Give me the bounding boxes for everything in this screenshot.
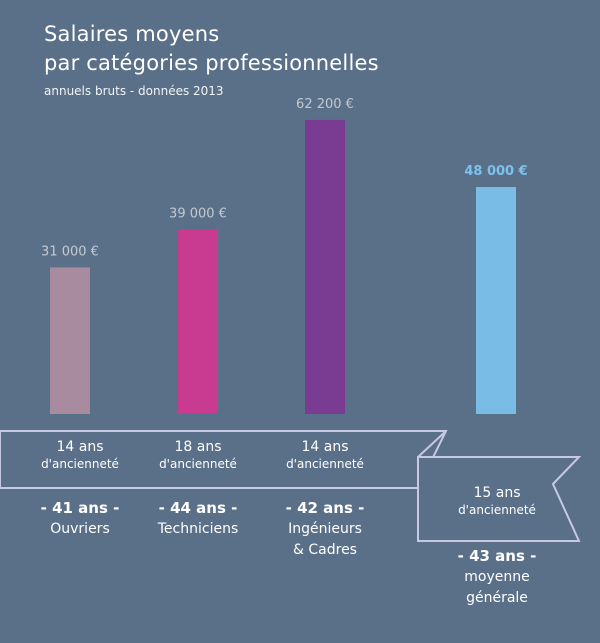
bar-ingenieurs-cadres — [305, 119, 345, 414]
bar-ouvriers — [50, 267, 90, 414]
bars-group: 31 000 € 39 000 € 62 200 € 48 000 € — [41, 97, 528, 414]
chart-subtitle: annuels bruts - données 2013 — [44, 84, 224, 98]
chart-title-line1: Salaires moyens — [44, 22, 220, 46]
average-age: - 43 ans - — [457, 547, 537, 565]
category-name-line2: générale — [466, 590, 528, 606]
value-label-techniciens: 39 000 € — [169, 207, 227, 222]
bar-techniciens — [178, 229, 218, 414]
value-label-ingenieurs-cadres: 62 200 € — [296, 97, 354, 112]
chart-title: Salaires moyens par catégories professio… — [44, 20, 379, 78]
category-name: Techniciens — [157, 521, 239, 537]
category-caption-ouvriers: 14 ans d'ancienneté - 41 ans - Ouvriers — [5, 438, 155, 540]
category-name-line2: & Cadres — [293, 542, 357, 558]
value-label-moyenne-generale: 48 000 € — [464, 164, 527, 179]
seniority-years: 14 ans — [56, 439, 104, 455]
value-label-ouvriers: 31 000 € — [41, 244, 99, 259]
ribbon-fold — [417, 430, 447, 458]
category-caption-techniciens: 18 ans d'ancienneté - 44 ans - Technicie… — [123, 438, 273, 540]
seniority-label: d'ancienneté — [458, 503, 536, 517]
category-name: Ouvriers — [50, 521, 110, 537]
seniority-label: d'ancienneté — [286, 457, 364, 471]
seniority-years: 14 ans — [301, 439, 349, 455]
seniority-label: d'ancienneté — [41, 457, 119, 471]
category-name-line1: moyenne — [464, 569, 530, 585]
category-caption-ingenieurs-cadres: 14 ans d'ancienneté - 42 ans - Ingénieur… — [250, 438, 400, 561]
average-age: - 42 ans - — [285, 499, 365, 517]
category-caption-moyenne-generale: 15 ans d'ancienneté - 43 ans - moyenne g… — [422, 484, 572, 609]
seniority-years: 18 ans — [174, 439, 222, 455]
bar-moyenne-generale — [476, 187, 516, 414]
average-age: - 41 ans - — [40, 499, 120, 517]
average-age: - 44 ans - — [158, 499, 238, 517]
seniority-label: d'ancienneté — [159, 457, 237, 471]
seniority-years: 15 ans — [473, 485, 521, 501]
category-name-line1: Ingénieurs — [288, 521, 362, 537]
chart-title-line2: par catégories professionnelles — [44, 51, 379, 75]
ribbon-average — [417, 456, 582, 542]
ribbon-group — [0, 430, 582, 542]
